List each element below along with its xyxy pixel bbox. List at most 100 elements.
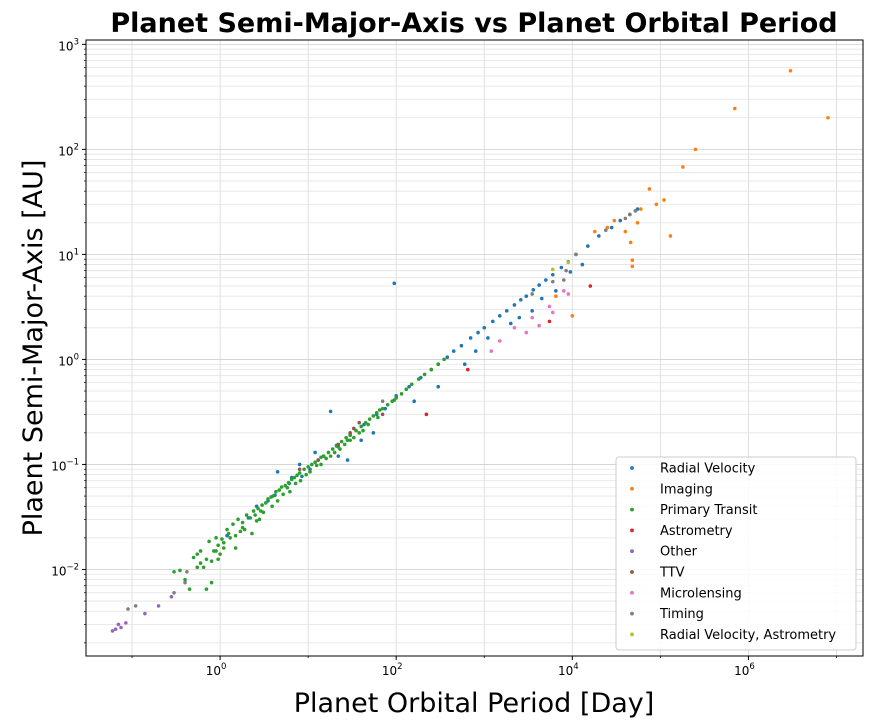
data-point-other: [156, 604, 161, 608]
data-point-radial-velocity: [300, 474, 304, 479]
data-point-primary-transit: [271, 494, 275, 498]
legend-marker: [630, 632, 634, 637]
data-point-primary-transit: [270, 504, 274, 509]
data-point-primary-transit: [261, 510, 266, 515]
data-point-radial-velocity: [530, 309, 534, 313]
data-point-radial-velocity: [597, 234, 601, 238]
data-point-radial-velocity: [436, 384, 441, 389]
legend-marker: [630, 611, 634, 616]
y-axis-label: Plaent Semi-Major-Axis [AU]: [18, 160, 49, 537]
y-tick-label: 10−1: [51, 457, 79, 473]
data-point-primary-transit: [198, 561, 203, 565]
data-point-primary-transit: [214, 536, 218, 540]
legend: Radial Velocity Imaging Primary Transit Ast…: [615, 456, 857, 651]
data-point-primary-transit: [256, 506, 260, 511]
data-point-primary-transit: [231, 522, 235, 526]
data-point-primary-transit: [380, 406, 385, 411]
data-point-radial-velocity-astrometry: [550, 267, 555, 272]
data-point-radial-velocity: [371, 431, 376, 435]
y-tick-label: 10−2: [51, 562, 79, 578]
data-point-timing: [530, 292, 534, 296]
data-point-primary-transit: [328, 454, 333, 458]
data-point-radial-velocity: [539, 296, 544, 301]
data-point-primary-transit: [209, 559, 214, 563]
legend-marker: [630, 549, 634, 554]
y-tick-label: 102: [58, 142, 79, 158]
data-point-timing: [380, 399, 385, 404]
data-point-primary-transit: [204, 557, 209, 562]
data-point-radial-velocity: [609, 225, 614, 230]
data-point-primary-transit: [298, 478, 303, 483]
data-point-imaging: [681, 165, 685, 169]
data-point-primary-transit: [308, 470, 312, 474]
data-point-astrometry: [465, 367, 470, 372]
data-point-ttv: [380, 412, 385, 417]
data-point-imaging: [628, 240, 633, 245]
data-point-imaging: [639, 207, 643, 211]
data-point-timing: [561, 278, 566, 282]
data-point-timing: [126, 607, 130, 611]
legend-label: Primary Transit: [660, 503, 757, 518]
data-point-radial-velocity: [412, 399, 416, 404]
data-point-radial-velocity: [517, 315, 522, 320]
data-point-radial-velocity: [568, 270, 573, 274]
data-point-other: [110, 629, 115, 633]
data-point-primary-transit: [361, 428, 365, 433]
data-point-radial-velocity: [445, 355, 450, 359]
data-point-primary-transit: [377, 408, 382, 412]
data-point-primary-transit: [183, 577, 187, 582]
data-point-primary-transit: [285, 485, 290, 490]
data-point-ttv: [352, 426, 356, 431]
legend-label: Radial Velocity, Astrometry: [660, 628, 836, 643]
x-tick-label: 106: [734, 662, 755, 678]
data-point-primary-transit: [281, 492, 285, 497]
data-point-other: [124, 621, 128, 625]
data-point-primary-transit: [198, 549, 203, 553]
data-point-primary-transit: [257, 517, 262, 522]
data-point-radial-velocity: [504, 309, 509, 313]
data-point-primary-transit: [330, 447, 335, 451]
data-point-microlensing: [547, 304, 552, 309]
data-point-other: [143, 611, 147, 616]
data-point-timing: [574, 252, 578, 257]
data-point-radial-velocity: [537, 283, 541, 287]
data-point-primary-transit: [385, 402, 390, 407]
data-point-primary-transit: [201, 565, 206, 570]
y-tick-label: 100: [58, 352, 79, 368]
data-point-microlensing: [524, 330, 529, 335]
data-point-primary-transit: [207, 539, 211, 544]
data-point-primary-transit: [399, 392, 404, 396]
legend-label: Timing: [659, 607, 704, 622]
data-point-timing: [172, 590, 176, 595]
data-point-imaging: [623, 229, 628, 234]
data-point-astrometry: [424, 412, 429, 417]
data-point-primary-transit: [244, 513, 249, 517]
legend-marker: [630, 507, 634, 512]
x-axis-label: Planet Orbital Period [Day]: [294, 688, 655, 719]
data-point-primary-transit: [250, 531, 254, 536]
data-point-primary-transit: [226, 531, 231, 536]
data-point-radial-velocity: [297, 462, 302, 467]
data-point-microlensing: [530, 315, 534, 320]
data-point-primary-transit: [233, 533, 238, 538]
legend-label: TTV: [659, 566, 685, 581]
y-tick-label: 103: [58, 37, 79, 53]
data-point-radial-velocity: [345, 458, 350, 462]
data-point-primary-transit: [275, 499, 280, 503]
data-point-timing: [633, 209, 638, 213]
data-point-imaging: [635, 220, 640, 225]
legend-label: Astrometry: [660, 524, 733, 539]
data-point-timing: [564, 268, 568, 273]
data-point-microlensing: [497, 339, 502, 343]
data-point-primary-transit: [297, 471, 302, 475]
data-point-primary-transit: [216, 557, 220, 562]
data-point-primary-transit: [209, 580, 214, 585]
data-point-radial-velocity: [275, 470, 280, 474]
legend-box: [615, 456, 857, 651]
data-point-primary-transit: [178, 568, 182, 573]
data-point-primary-transit: [371, 414, 376, 418]
data-point-radial-velocity: [473, 349, 478, 353]
data-point-primary-transit: [233, 546, 238, 550]
data-point-timing: [604, 228, 608, 232]
data-point-imaging: [826, 115, 830, 120]
